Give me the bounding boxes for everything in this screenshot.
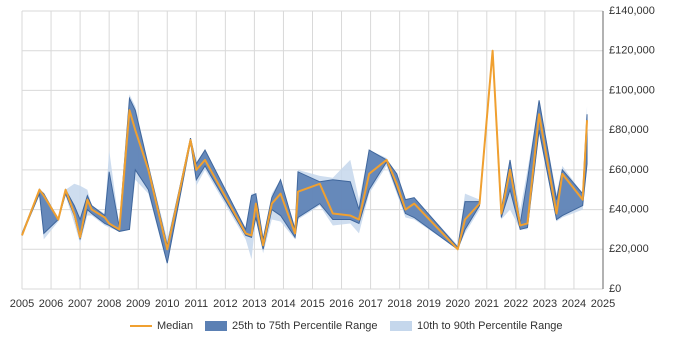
x-tick-label: 2020 xyxy=(446,298,470,310)
y-tick-label: £100,000 xyxy=(609,84,655,96)
x-tick-label: 2009 xyxy=(126,298,150,310)
x-tick-label: 2023 xyxy=(533,298,557,310)
x-tick-label: 2024 xyxy=(562,298,586,310)
x-tick-label: 2008 xyxy=(97,298,121,310)
legend-label: Median xyxy=(157,320,193,332)
x-tick-label: 2022 xyxy=(504,298,528,310)
legend-label: 10th to 90th Percentile Range xyxy=(417,320,563,332)
x-tick-label: 2014 xyxy=(271,298,295,310)
x-tick-label: 2007 xyxy=(68,298,92,310)
median-line xyxy=(21,49,589,251)
x-tick-label: 2017 xyxy=(358,298,382,310)
x-tick-label: 2010 xyxy=(155,298,179,310)
x-tick-label: 2016 xyxy=(329,298,353,310)
x-tick-label: 2019 xyxy=(416,298,440,310)
x-tick-label: 2021 xyxy=(475,298,499,310)
x-tick-label: 2013 xyxy=(242,298,266,310)
y-tick-label: £60,000 xyxy=(609,164,649,176)
y-tick-label: £120,000 xyxy=(609,45,655,57)
x-tick-label: 2025 xyxy=(591,298,615,310)
y-tick-label: £20,000 xyxy=(609,243,649,255)
range-band xyxy=(22,48,588,266)
range-band xyxy=(21,50,588,264)
legend-swatch xyxy=(205,321,227,331)
x-tick-label: 2006 xyxy=(39,298,63,310)
x-tick-label: 2005 xyxy=(10,298,34,310)
x-tick-label: 2018 xyxy=(387,298,411,310)
y-tick-label: £0 xyxy=(609,283,621,295)
y-tick-label: £140,000 xyxy=(609,5,655,17)
legend-label: 25th to 75th Percentile Range xyxy=(232,320,378,332)
x-tick-label: 2012 xyxy=(213,298,237,310)
x-tick-label: 2015 xyxy=(300,298,324,310)
legend-swatch xyxy=(390,321,412,331)
y-tick-label: £80,000 xyxy=(609,124,649,136)
y-tick-label: £40,000 xyxy=(609,203,649,215)
x-tick-label: 2011 xyxy=(184,298,208,310)
